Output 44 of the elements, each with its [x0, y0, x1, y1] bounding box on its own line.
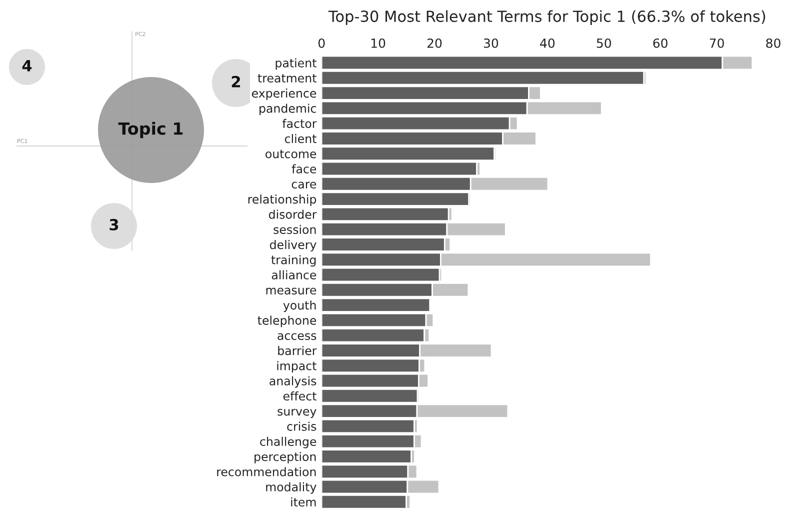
text: 4 — [22, 60, 32, 72]
y-tick-label: crisis — [287, 422, 316, 431]
y-tick-label: pandemic — [260, 104, 316, 116]
x-tick-label: 80 — [766, 38, 780, 48]
x-tick-label: 70 — [710, 38, 724, 48]
y-tick-label: recommendation — [217, 467, 316, 476]
y-tick-label: care — [292, 182, 316, 189]
y-tick-label: training — [271, 255, 316, 267]
y-tick-label: relationship — [248, 194, 316, 206]
x-tick-label: 20 — [427, 38, 442, 48]
y-tick-label: telephone — [258, 316, 316, 328]
text: 2 — [232, 76, 240, 88]
y-tick-label: perception — [254, 452, 316, 464]
x-tick-label: 30 — [484, 38, 498, 48]
y-tick-label: treatment — [258, 74, 316, 83]
y-tick-label: face — [292, 164, 316, 174]
y-tick-label: impact — [277, 361, 316, 373]
x-tick-label: 60 — [653, 38, 668, 48]
y-tick-label: factor — [282, 118, 317, 128]
y-tick-label: measure — [266, 288, 316, 295]
text: 3 — [110, 218, 118, 230]
y-tick-label: client — [284, 134, 316, 144]
y-tick-label: patient — [276, 58, 316, 70]
y-tick-label: item — [291, 497, 316, 507]
y-tick-label: effect — [283, 391, 316, 401]
y-tick-label: delivery — [270, 240, 316, 252]
x-tick-label: 50 — [596, 38, 611, 48]
chart-title: Top-30 Most Relevant Terms for Topic 1 (66.3% of tokens) — [328, 10, 766, 26]
text: Topic 1 — [118, 122, 183, 138]
y-tick-label: experience — [252, 88, 316, 100]
y-tick-label: modality — [266, 482, 316, 494]
x-tick-label: 40 — [540, 38, 555, 48]
y-tick-label: session — [274, 224, 316, 234]
y-tick-label: survey — [278, 408, 316, 418]
y-tick-label: outcome — [266, 150, 316, 158]
x-tick-label: 10 — [371, 38, 386, 48]
y-tick-label: alliance — [272, 270, 316, 280]
y-tick-label: analysis — [270, 376, 316, 388]
y-tick-label: youth — [283, 300, 316, 312]
x-tick-label: 0 — [318, 38, 325, 48]
y-tick-label: barrier — [278, 346, 317, 356]
y-tick-label: challenge — [260, 436, 316, 448]
y-tick-label: disorder — [268, 210, 317, 219]
y-tick-label: access — [278, 333, 316, 340]
